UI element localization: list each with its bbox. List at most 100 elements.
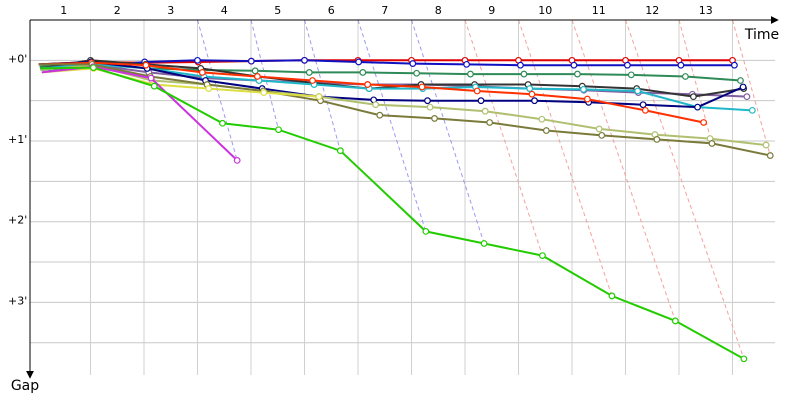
data-point — [539, 252, 546, 259]
y-tick-label: +0' — [8, 52, 27, 65]
lap-line — [625, 19, 745, 360]
data-point — [748, 106, 756, 114]
series-line — [40, 59, 735, 71]
data-point — [309, 77, 316, 84]
data-point — [634, 87, 642, 95]
data-point — [219, 119, 226, 127]
y-tick-label: +2' — [8, 214, 27, 227]
plot — [38, 56, 774, 363]
y-axis-label: Gap — [11, 378, 39, 394]
lap-line — [357, 19, 427, 232]
data-point — [477, 97, 485, 105]
series-line — [38, 63, 771, 157]
data-point — [431, 115, 438, 122]
series-line — [38, 60, 744, 109]
data-point — [359, 69, 367, 76]
data-point — [467, 70, 474, 78]
data-point — [542, 127, 550, 134]
data-point — [413, 69, 421, 77]
data-point — [708, 140, 716, 147]
data-point — [677, 61, 685, 69]
data-point — [517, 61, 524, 69]
data-point — [481, 107, 489, 115]
data-point — [315, 93, 323, 101]
data-point — [142, 61, 150, 69]
x-tick-label: 11 — [592, 4, 606, 17]
data-point — [694, 103, 701, 111]
lap-line — [732, 19, 771, 156]
data-point — [574, 70, 581, 78]
data-point — [480, 240, 488, 247]
data-point — [305, 69, 313, 76]
data-point — [275, 126, 282, 134]
data-point — [336, 147, 344, 155]
x-tick-label: 4 — [221, 4, 228, 17]
data-point — [409, 60, 417, 67]
series-line — [39, 61, 741, 82]
data-point — [372, 101, 380, 109]
data-point — [486, 119, 494, 126]
x-tick-label: 5 — [274, 4, 281, 17]
data-point — [570, 61, 578, 69]
data-point — [624, 61, 631, 69]
data-point — [653, 136, 661, 143]
x-tick-label: 9 — [488, 4, 495, 17]
x-tick-label: 1 — [60, 4, 67, 17]
data-point — [205, 85, 213, 92]
data-point — [260, 89, 268, 97]
data-point — [671, 317, 679, 325]
data-point — [251, 67, 259, 75]
data-point — [531, 97, 538, 105]
data-point — [194, 56, 201, 64]
data-point — [418, 83, 426, 91]
x-tick-label: 10 — [538, 4, 552, 17]
x-tick-label: 12 — [645, 4, 659, 17]
data-point — [737, 77, 744, 84]
data-point — [364, 81, 372, 88]
data-point — [762, 141, 770, 149]
data-point — [526, 85, 534, 92]
data-point — [595, 125, 603, 133]
data-point — [766, 152, 774, 159]
x-tick-label: 2 — [114, 4, 121, 17]
lap-line — [411, 19, 485, 244]
data-point — [355, 58, 363, 66]
data-point — [690, 93, 697, 101]
data-point — [253, 73, 261, 80]
y-tick-label: +3' — [8, 294, 27, 307]
data-point — [608, 292, 616, 300]
series-line — [41, 65, 238, 162]
series-line — [40, 63, 747, 98]
data-point — [580, 85, 587, 93]
lap-line — [464, 19, 543, 256]
data-point — [233, 156, 241, 164]
data-point — [473, 87, 481, 95]
data-point — [627, 71, 635, 79]
x-axis-label: Time — [744, 27, 779, 43]
data-point — [422, 227, 430, 235]
data-point — [89, 64, 97, 72]
data-point — [376, 111, 384, 119]
data-point — [700, 119, 708, 126]
data-point — [528, 90, 536, 98]
lap-line — [678, 19, 713, 144]
data-point — [520, 70, 528, 78]
y-tick-label: +1' — [8, 133, 27, 146]
lap-line — [250, 19, 280, 130]
data-point — [247, 57, 255, 65]
data-point — [598, 131, 606, 139]
series-line — [41, 67, 319, 98]
data-point — [641, 106, 649, 114]
data-point — [739, 83, 747, 91]
data-point — [583, 95, 591, 103]
data-point — [682, 73, 689, 80]
data-point — [463, 60, 471, 68]
data-point — [150, 82, 158, 90]
data-point — [743, 93, 751, 101]
data-point — [424, 97, 431, 105]
data-point — [426, 103, 434, 111]
data-point — [740, 355, 748, 363]
series-line — [40, 64, 767, 147]
data-point — [301, 56, 308, 64]
